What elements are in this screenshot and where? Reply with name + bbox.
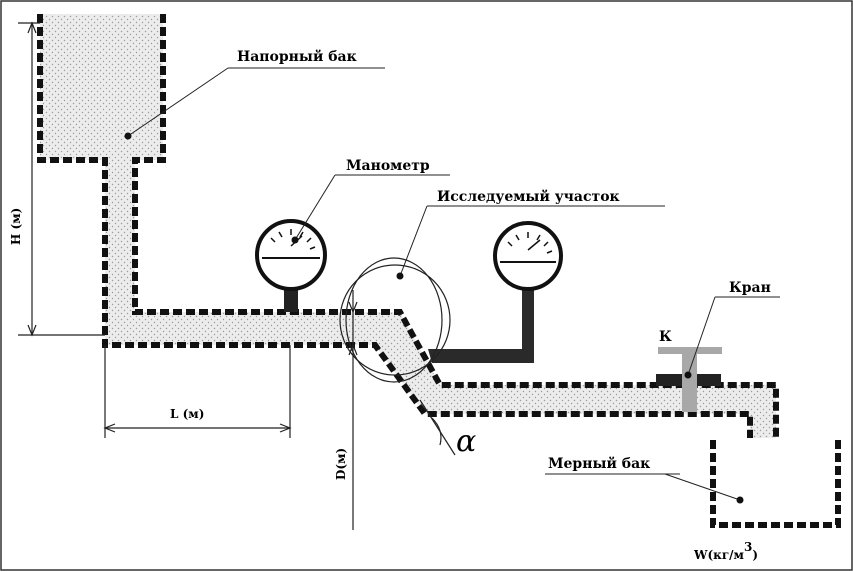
measuring-tank-label: Мерный бак [548,455,650,472]
manometer-right [428,221,563,363]
measuring-tank [710,440,841,528]
diameter-label: D(м) [334,448,348,480]
valve [656,347,722,412]
length-label: L (м) [170,407,204,421]
test-section-circle [339,264,451,376]
manometer-left [255,219,327,312]
angle-label: α [456,424,476,459]
pressure-tank-label: Напорный бак [237,48,357,65]
valve-letter-label: К [659,329,672,345]
test-section-ellipse [345,257,443,383]
height-label: H (м) [9,208,23,245]
leader-lines [127,67,780,501]
test-section-label: Исследуемый участок [437,188,620,205]
leader-dots [124,132,744,504]
manometer-label: Манометр [346,158,430,174]
fluid-body [40,14,776,438]
dimension-lines [18,21,456,530]
valve-label: Кран [729,280,771,296]
pressure-tank-wall [37,14,753,438]
volume-label: W(кг/м3) [693,540,758,562]
